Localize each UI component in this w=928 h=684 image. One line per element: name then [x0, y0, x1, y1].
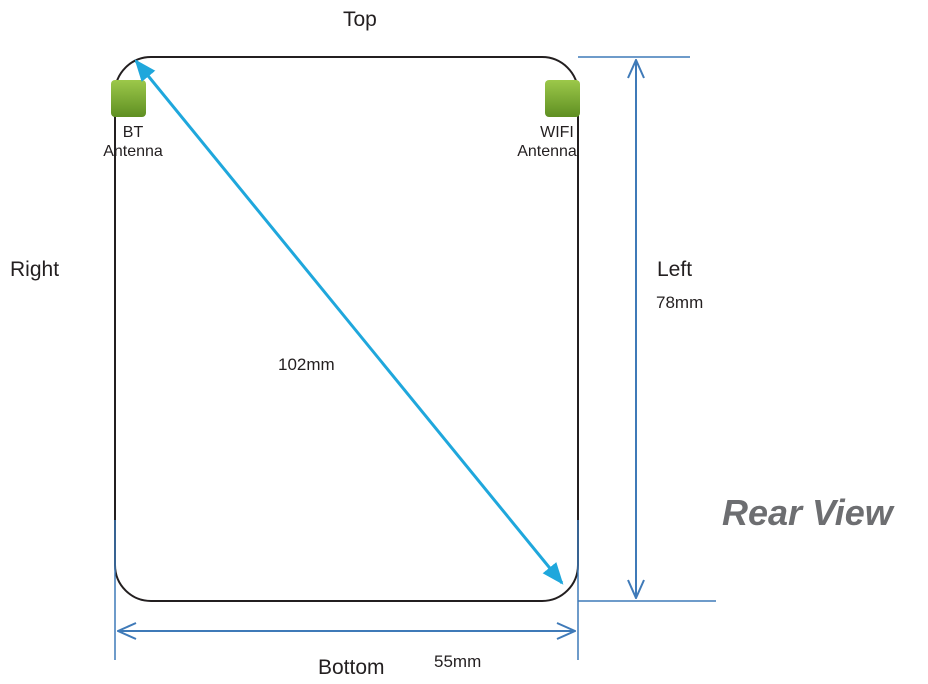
left-side-label: Left: [657, 258, 693, 281]
right-side-label: Right: [10, 258, 60, 281]
wifi-antenna-icon: [545, 80, 580, 117]
wifi-antenna-label: WIFI Antenna: [504, 123, 590, 161]
device-outline: [114, 56, 579, 602]
diagonal-dimension-arrow: [134, 59, 564, 585]
bt-antenna-label-line1: BT: [122, 124, 144, 141]
diagonal-dimension-value: 102mm: [278, 355, 335, 374]
wifi-antenna-label-line2: Antenna: [517, 143, 577, 160]
bt-antenna-label: BT Antenna: [98, 123, 168, 161]
rear-view-title: Rear View: [722, 492, 893, 533]
bt-antenna-icon: [111, 80, 146, 117]
height-dimension-value: 78mm: [656, 293, 704, 312]
bottom-label: Bottom: [318, 656, 385, 679]
top-label: Top: [343, 8, 377, 31]
bt-antenna-label-line2: Antenna: [103, 143, 163, 160]
width-dimension-value: 55mm: [434, 652, 482, 671]
wifi-antenna-label-line1: WIFI: [540, 124, 574, 141]
